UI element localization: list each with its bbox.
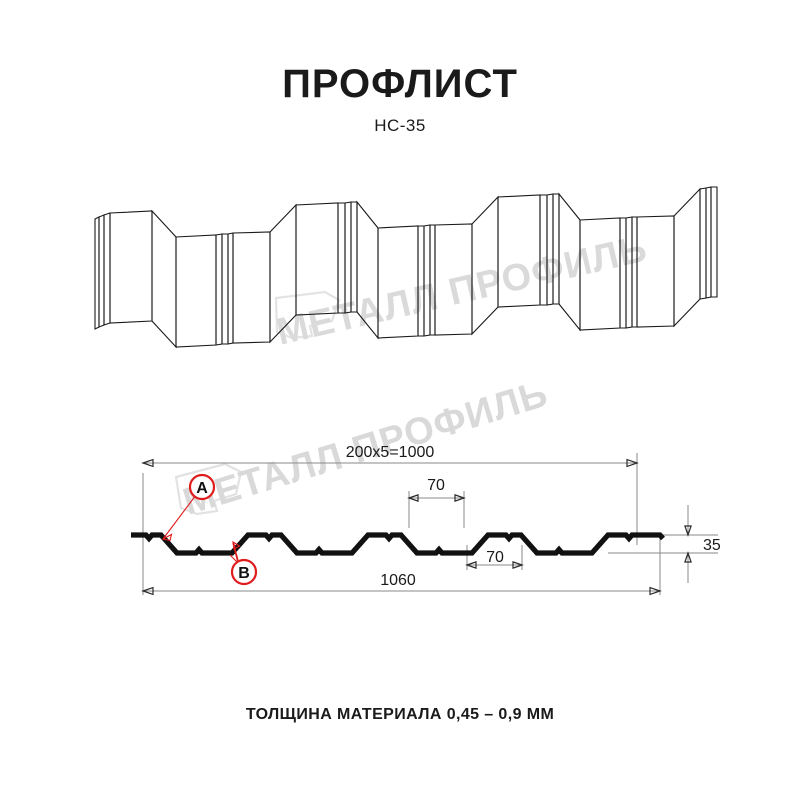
arrow-right-total [649, 586, 662, 596]
callout-b-label: B [238, 565, 250, 582]
arrow-left-valley [465, 561, 477, 569]
page-title: ПРОФЛИСТ [282, 62, 518, 106]
dimension-total-width: 1060 [141, 535, 662, 596]
callout-a-label: A [196, 480, 208, 497]
dimension-height-label: 35 [703, 537, 721, 554]
watermark-iso: МЕТАЛЛ ПРОФИЛЬ [273, 228, 652, 354]
arrow-right-crest [454, 494, 466, 502]
dimension-crest-label: 70 [427, 477, 445, 494]
dimension-valley-width: 70 [465, 545, 524, 570]
dimension-height: 35 [608, 505, 721, 583]
corrugated-sheet-outline [94, 186, 718, 349]
dimension-crest-width: 70 [407, 477, 466, 528]
arrow-left-total [141, 586, 154, 596]
watermark-text-iso: МЕТАЛЛ ПРОФИЛЬ [273, 228, 652, 354]
arrow-top-height [684, 525, 692, 537]
arrow-left-crest [407, 494, 419, 502]
dimension-valley-label: 70 [486, 549, 504, 566]
cross-section-view: МЕТАЛЛ ПРОФИЛЬ 200x5=1000 70 [0, 373, 800, 625]
isometric-sheet-view: МЕТАЛЛ ПРОФИЛЬ [0, 180, 800, 395]
callout-b: B [229, 540, 258, 586]
arrow-bottom-height [684, 551, 692, 563]
arrow-left-pitch [141, 458, 154, 468]
model-subtitle: НС-35 [374, 116, 426, 135]
dimension-pitch-label: 200x5=1000 [346, 444, 435, 461]
arrow-right-pitch [626, 458, 639, 468]
thickness-note: ТОЛЩИНА МАТЕРИАЛА 0,45 – 0,9 ММ [245, 706, 555, 723]
profile-section-path [131, 532, 665, 556]
dimension-total-label: 1060 [380, 572, 416, 589]
callout-a: A [161, 473, 216, 542]
arrow-right-valley [512, 561, 524, 569]
